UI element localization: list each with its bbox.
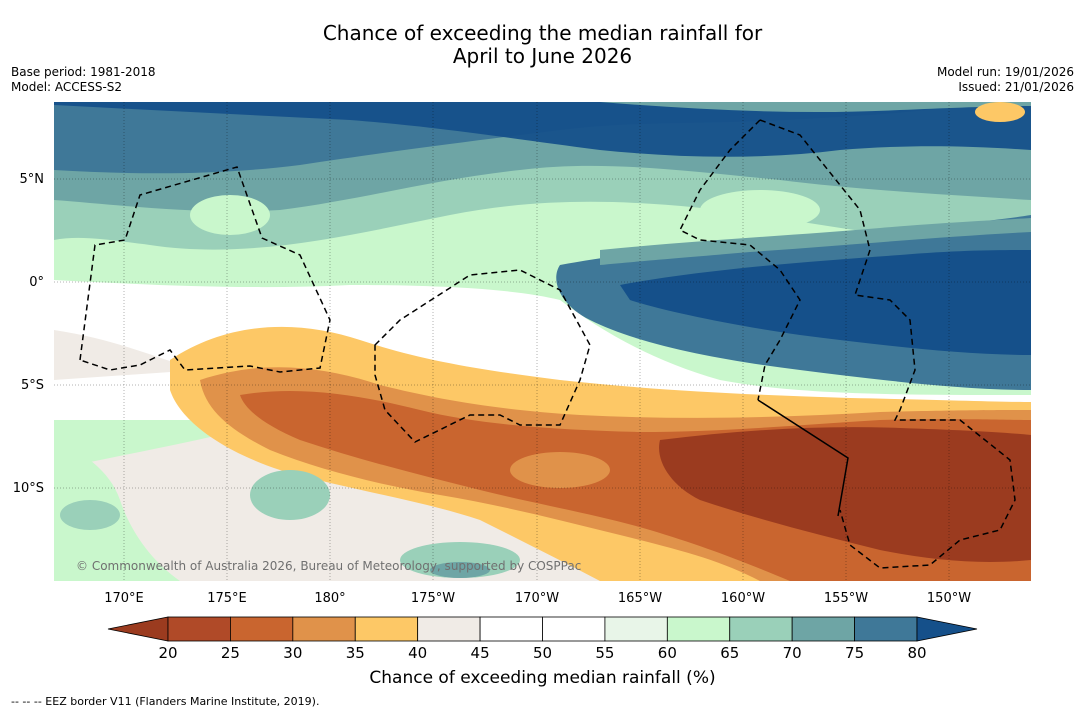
lon-label: 170°W [515,591,559,606]
colorbar-tick-label: 55 [595,644,614,662]
zone-70-75-equatorial [600,218,1031,265]
colorbar-segment [729,616,793,642]
lon-label: 150°W [927,591,971,606]
colorbar: 20 25 30 35 40 45 50 55 60 65 70 75 80 [107,616,978,662]
patch-green-north [700,190,820,230]
zone-north-edge [600,102,1031,113]
patch-teal-south [250,470,330,520]
colorbar-tick-label: 35 [346,644,365,662]
lon-label: 155°W [824,591,868,606]
patch-blue-bottom [430,562,490,578]
lat-label: 5°S [21,378,44,393]
title-line-2: April to June 2026 [452,44,633,68]
lon-label: 160°W [721,591,765,606]
run-info: Model run: 19/01/2026 Issued: 21/01/2026 [937,65,1074,95]
lat-label: 0° [29,275,44,290]
eez-borders [79,119,1016,569]
colorbar-segment [791,616,855,642]
colorbar-segment [604,616,668,642]
colorbar-segment [666,616,731,642]
colorbar-tick-label: 70 [783,644,802,662]
colorbar-segment [230,616,294,642]
patch-orange [510,452,610,488]
issued-date: Issued: 21/01/2026 [958,80,1074,94]
colorbar-segment [479,616,543,642]
colorbar-tick-label: 80 [907,644,926,662]
latitude-labels: 5°N 0° 5°S 10°S [13,172,44,496]
model-name: Model: ACCESS-S2 [11,80,123,94]
lat-label: 10°S [13,481,44,496]
lon-label: 165°W [618,591,662,606]
zone-20-25 [659,427,1031,562]
zone-40-45-west [54,330,200,380]
colorbar-arrow-low [107,616,169,642]
colorbar-tick-label: 50 [533,644,552,662]
colorbar-tick-label: 45 [471,644,490,662]
colorbar-segment [292,616,356,642]
colorbar-arrow-high [916,616,978,642]
chart-title: Chance of exceeding the median rainfall … [0,22,1085,68]
eez-solid-boundary [757,399,849,517]
colorbar-tick-label: 75 [845,644,864,662]
patch-yellow-ne [975,102,1025,122]
lon-label: 175°E [207,591,247,606]
patch-teal-west [60,500,120,530]
lat-label: 5°N [20,172,45,187]
model-info: Base period: 1981-2018 Model: ACCESS-S2 [11,65,156,95]
patch-green-west [190,195,270,235]
lon-label: 180° [314,591,345,606]
colorbar-segment [542,616,606,642]
base-period: Base period: 1981-2018 [11,65,156,79]
colorbar-segment [167,616,231,642]
colorbar-segment [354,616,419,642]
map-contours: © Commonwealth of Australia 2026, Bureau… [54,102,1031,581]
colorbar-tick-label: 65 [720,644,739,662]
graticule [54,102,1031,581]
colorbar-tick-label: 40 [408,644,427,662]
colorbar-segment [854,616,918,642]
title-line-1: Chance of exceeding the median rainfall … [322,21,763,45]
lon-label: 170°E [104,591,144,606]
colorbar-tick-label: 25 [221,644,240,662]
colorbar-tick-label: 20 [158,644,177,662]
patch-teal-bottom [400,542,520,578]
longitude-labels: 170°E 175°E 180° 175°W 170°W 165°W 160°W… [104,591,971,606]
attribution-text: © Commonwealth of Australia 2026, Bureau… [76,559,581,573]
colorbar-tick-label: 30 [283,644,302,662]
colorbar-tick-label: 60 [658,644,677,662]
eez-legend-note: -- -- -- EEZ border V11 (Flanders Marine… [11,695,320,708]
zone-80-north [54,102,1031,157]
colorbar-segment [417,616,481,642]
zone-80-equatorial [620,250,1031,355]
lon-label: 175°W [411,591,455,606]
model-run-date: Model run: 19/01/2026 [936,65,1074,79]
colorbar-title: Chance of exceeding median rainfall (%) [369,668,716,688]
